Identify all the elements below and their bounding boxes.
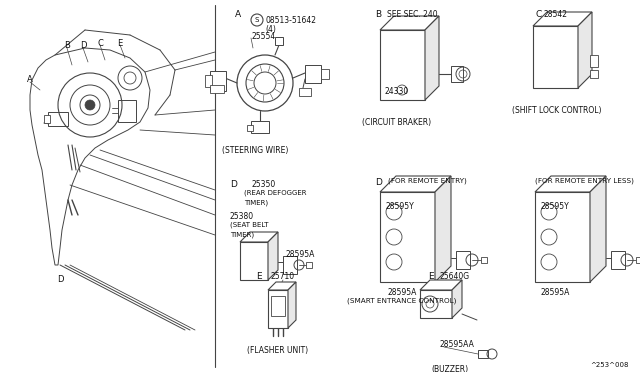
- Text: E: E: [117, 38, 123, 48]
- Text: (CIRCUIT BRAKER): (CIRCUIT BRAKER): [362, 118, 431, 127]
- Bar: [636, 257, 640, 263]
- Bar: [590, 70, 598, 78]
- Text: D: D: [80, 42, 86, 51]
- Text: 28542: 28542: [543, 10, 567, 19]
- Polygon shape: [288, 282, 296, 328]
- Bar: [251, 121, 269, 133]
- Text: (SHIFT LOCK CONTROL): (SHIFT LOCK CONTROL): [512, 106, 602, 115]
- Bar: [306, 262, 312, 268]
- Polygon shape: [452, 280, 462, 318]
- Text: 28595Y: 28595Y: [386, 202, 414, 211]
- Text: 25380: 25380: [230, 212, 254, 221]
- Bar: [611, 251, 625, 269]
- Text: (FOR REMOTE ENTRY): (FOR REMOTE ENTRY): [388, 178, 467, 185]
- Text: 25710: 25710: [271, 272, 295, 281]
- Bar: [590, 55, 598, 67]
- Bar: [210, 85, 224, 93]
- Polygon shape: [240, 232, 278, 242]
- Text: (REAR DEFOGGER: (REAR DEFOGGER: [244, 190, 307, 196]
- Bar: [478, 350, 488, 358]
- Bar: [481, 257, 487, 263]
- Text: (FOR REMOTE ENTRY LESS): (FOR REMOTE ENTRY LESS): [535, 178, 634, 185]
- Polygon shape: [380, 176, 451, 192]
- Text: 28595A: 28595A: [286, 250, 316, 259]
- Bar: [380, 30, 425, 100]
- Text: (FLASHER UNIT): (FLASHER UNIT): [248, 346, 308, 355]
- Bar: [299, 88, 311, 96]
- Bar: [305, 65, 321, 83]
- Polygon shape: [420, 280, 462, 290]
- Text: A: A: [235, 10, 241, 19]
- Text: A: A: [27, 76, 33, 84]
- Text: 25554: 25554: [251, 32, 275, 41]
- Text: E: E: [256, 272, 262, 281]
- Bar: [283, 256, 297, 274]
- Text: 25640G: 25640G: [440, 272, 470, 281]
- Polygon shape: [535, 176, 606, 192]
- Polygon shape: [533, 12, 592, 26]
- Polygon shape: [268, 232, 278, 280]
- Bar: [321, 69, 329, 79]
- Bar: [210, 71, 226, 91]
- Bar: [456, 251, 470, 269]
- Bar: [535, 192, 590, 282]
- Text: 28595AA: 28595AA: [440, 340, 475, 349]
- Text: SEE SEC. 240: SEE SEC. 240: [387, 10, 438, 19]
- Text: C: C: [535, 10, 541, 19]
- Polygon shape: [435, 176, 451, 282]
- Text: 28595A: 28595A: [540, 288, 570, 297]
- Polygon shape: [578, 12, 592, 88]
- Text: TIMER): TIMER): [244, 199, 268, 205]
- Text: D: D: [230, 180, 237, 189]
- Text: 28595Y: 28595Y: [541, 202, 570, 211]
- Bar: [205, 75, 212, 87]
- Text: D: D: [375, 178, 382, 187]
- Text: (STEERING WIRE): (STEERING WIRE): [222, 146, 288, 155]
- Text: S: S: [255, 17, 259, 23]
- Polygon shape: [380, 16, 439, 30]
- Bar: [44, 115, 50, 123]
- Text: D: D: [57, 276, 63, 285]
- Text: 08513-51642: 08513-51642: [265, 16, 316, 25]
- Bar: [240, 242, 268, 280]
- Text: TIMER): TIMER): [230, 231, 254, 237]
- Polygon shape: [590, 176, 606, 282]
- Bar: [380, 192, 435, 282]
- Text: 28595A: 28595A: [387, 288, 417, 297]
- Bar: [451, 66, 463, 82]
- Bar: [247, 125, 253, 131]
- Bar: [268, 290, 288, 328]
- Text: (BUZZER): (BUZZER): [431, 365, 468, 372]
- Bar: [48, 112, 68, 126]
- Polygon shape: [268, 282, 296, 290]
- Polygon shape: [30, 48, 150, 265]
- Bar: [118, 100, 136, 122]
- Bar: [420, 290, 452, 318]
- Text: (SEAT BELT: (SEAT BELT: [230, 222, 269, 228]
- Text: E: E: [428, 272, 434, 281]
- Polygon shape: [425, 16, 439, 100]
- Text: C: C: [97, 38, 103, 48]
- Circle shape: [85, 100, 95, 110]
- Bar: [275, 37, 283, 45]
- Text: B: B: [64, 42, 70, 51]
- Text: B: B: [375, 10, 381, 19]
- Text: 25350: 25350: [252, 180, 276, 189]
- Text: ^253^008: ^253^008: [590, 362, 628, 368]
- Text: (SMART ENTRANCE CONTROL): (SMART ENTRANCE CONTROL): [348, 298, 457, 305]
- Text: (4): (4): [265, 25, 276, 34]
- Bar: [533, 26, 578, 88]
- Text: 24330: 24330: [385, 87, 409, 96]
- Bar: [271, 296, 285, 316]
